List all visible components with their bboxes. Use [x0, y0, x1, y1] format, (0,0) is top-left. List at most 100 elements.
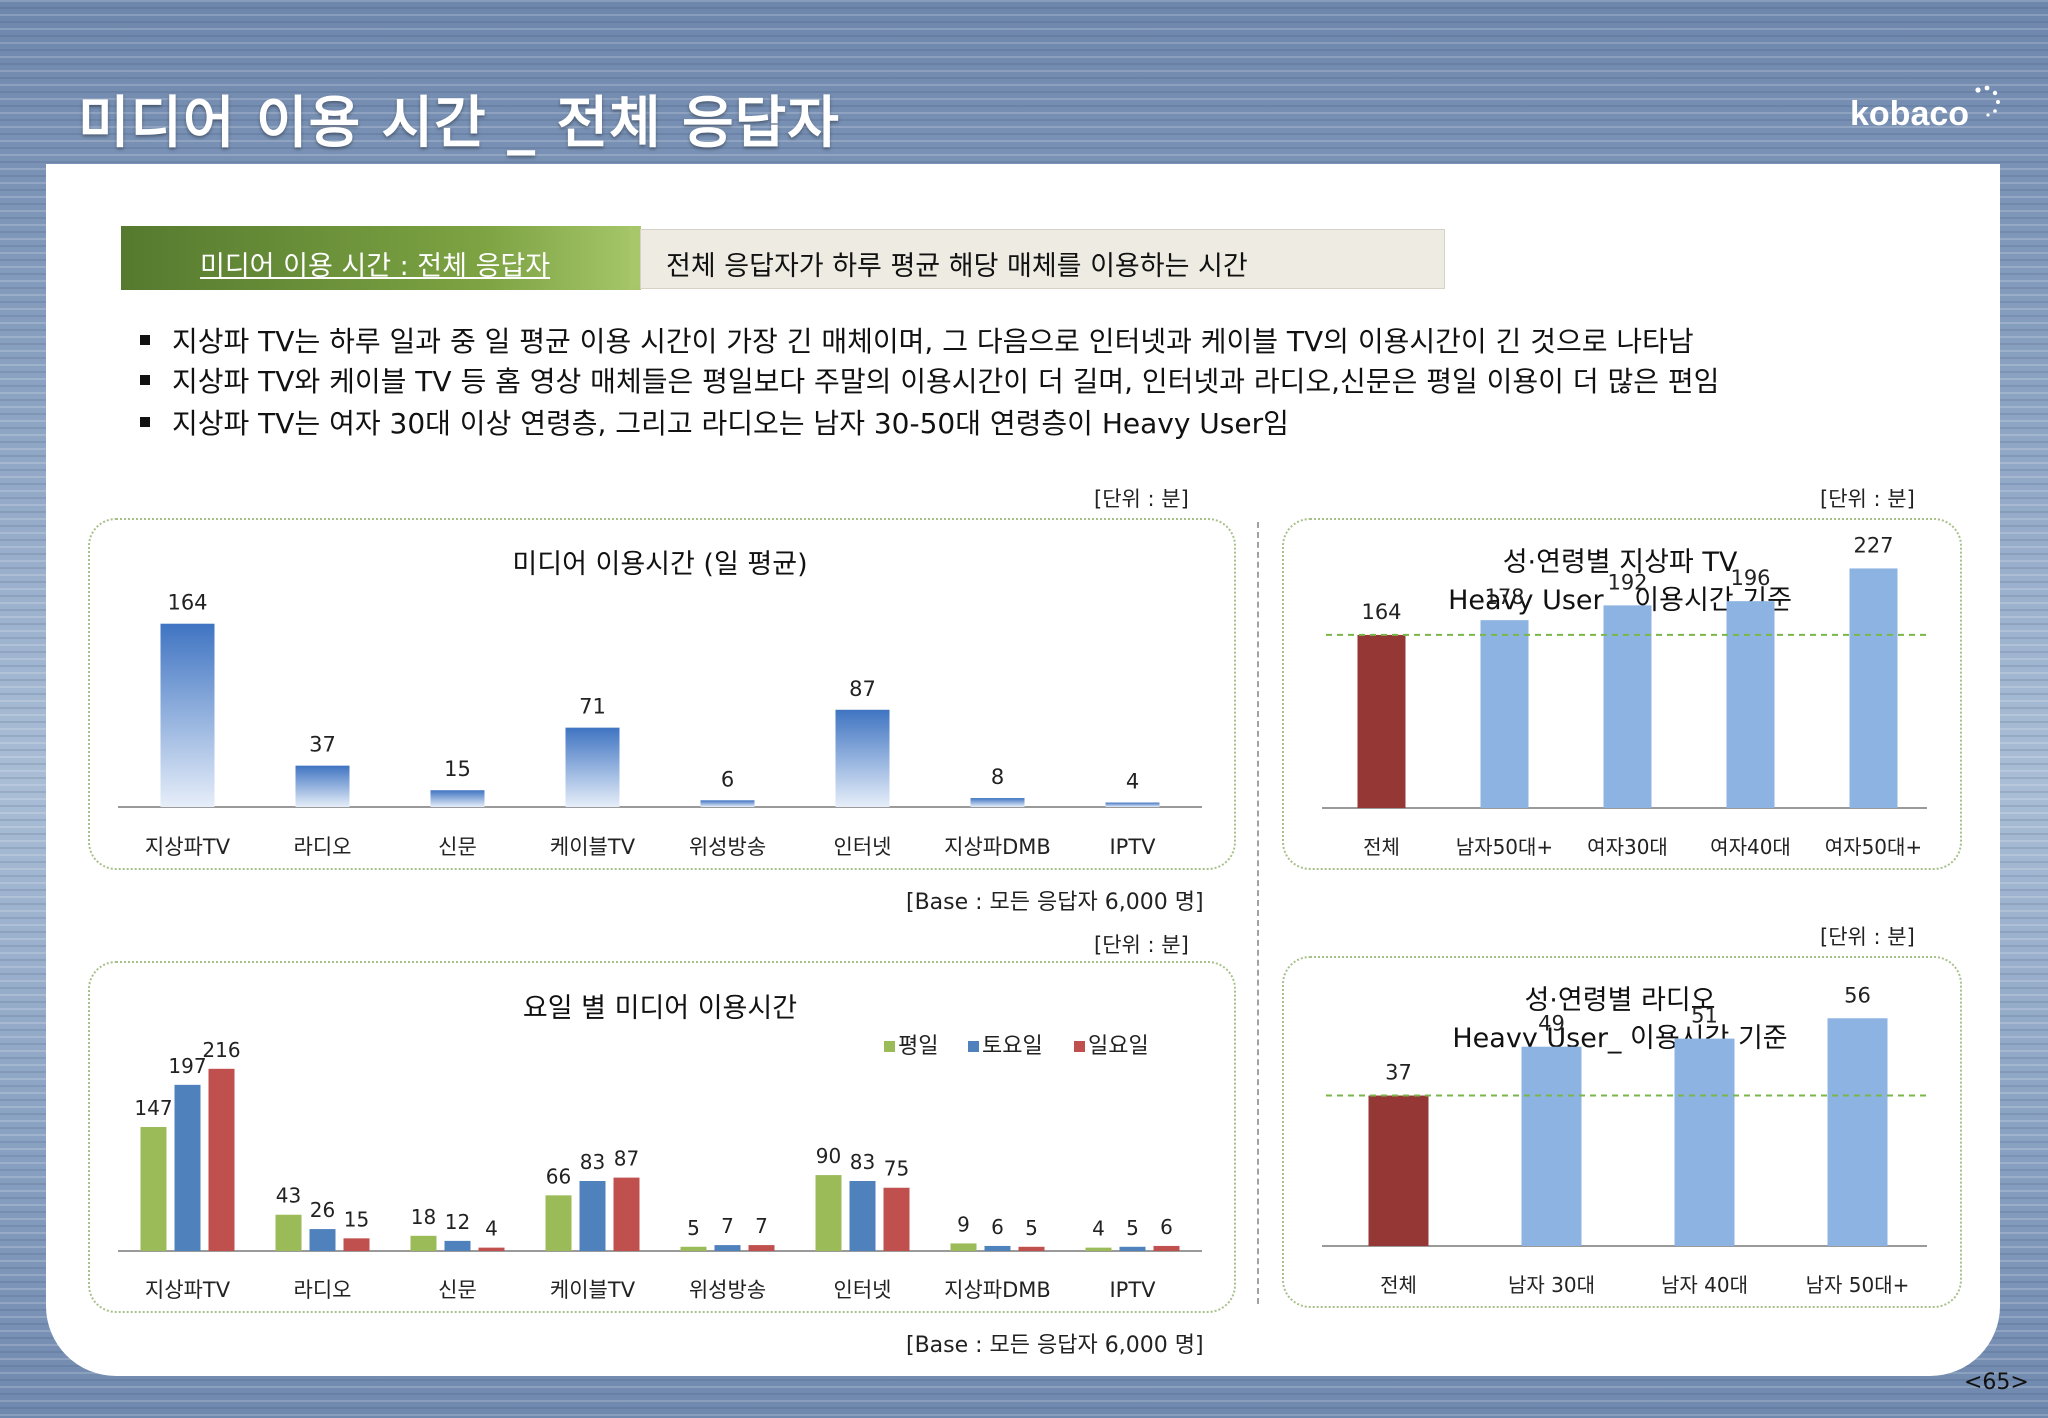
bar-평일 — [1085, 1247, 1112, 1251]
banner-right-label: 전체 응답자가 하루 평균 해당 매체를 이용하는 시간 — [666, 251, 1248, 282]
bullet-text: 지상파 TV는 하루 일과 중 일 평균 이용 시간이 가장 긴 매체이며, 그… — [172, 325, 1694, 358]
data-label: 87 — [849, 677, 876, 701]
logo-dots-icon — [1975, 85, 2000, 117]
data-label: 164 — [167, 591, 207, 615]
bullet-item: 지상파 TV는 하루 일과 중 일 평균 이용 시간이 가장 긴 매체이며, 그… — [140, 320, 1694, 360]
data-label: 8 — [991, 765, 1004, 789]
data-label: 197 — [168, 1054, 206, 1078]
x-tick-label: 여자40대 — [1710, 835, 1791, 859]
data-label: 6 — [991, 1215, 1004, 1239]
x-tick-label: 케이블TV — [550, 835, 636, 859]
banner-right — [640, 229, 1445, 289]
bar — [1674, 1038, 1735, 1246]
x-tick-label: 지상파DMB — [944, 835, 1051, 859]
data-label: 37 — [1385, 1061, 1412, 1085]
x-tick-label: 지상파TV — [145, 835, 231, 859]
bar — [565, 727, 620, 807]
data-label: 43 — [276, 1184, 301, 1208]
bar — [295, 765, 350, 807]
bar-일요일 — [343, 1238, 370, 1251]
data-label: 147 — [134, 1096, 172, 1120]
bar-평일 — [545, 1195, 572, 1251]
chart-title: 요일 별 미디어 이용시간 — [522, 993, 798, 1024]
data-label: 5 — [1126, 1216, 1139, 1240]
chart-panel-weekday — [88, 961, 1236, 1313]
base-label: [Base : 모든 응답자 6,000 명] — [906, 1333, 1204, 1358]
unit-label: [단위 : 분] — [1820, 925, 1915, 949]
data-label: 49 — [1538, 1012, 1565, 1036]
x-tick-label: 남자50대+ — [1456, 835, 1553, 859]
data-label: 83 — [850, 1150, 875, 1174]
data-label: 12 — [445, 1210, 470, 1234]
data-label: 196 — [1730, 566, 1770, 590]
daily-usage-chart: 164 지상파TV 37 라디오 15 신문 71 케이블TV 6 위성방송 87 인터넷 8 지상파DM… — [118, 591, 1202, 859]
x-tick-label: 전체 — [1363, 835, 1400, 859]
x-tick-label: 여자30대 — [1587, 835, 1668, 859]
data-label: 227 — [1853, 533, 1893, 557]
bullet-square-icon — [140, 417, 150, 427]
data-label: 5 — [687, 1216, 700, 1240]
bar-평일 — [275, 1214, 302, 1251]
bar — [1357, 634, 1406, 808]
bar — [1480, 620, 1529, 808]
x-tick-label: 지상파TV — [145, 1278, 231, 1302]
data-label: 71 — [579, 695, 606, 719]
bar-토요일 — [309, 1229, 336, 1251]
page-number: <65> — [1964, 1370, 2029, 1395]
bar — [430, 790, 485, 807]
banner-left-label: 미디어 이용 시간 : 전체 응답자 — [200, 251, 551, 282]
bar-일요일 — [1018, 1246, 1045, 1251]
data-label: 4 — [1092, 1217, 1105, 1241]
radio-heavy-user-chart: 37 전체 49 남자 30대 51 남자 40대 56 남자 50대+ — [1322, 983, 1927, 1297]
x-tick-label: 지상파DMB — [944, 1278, 1051, 1302]
data-label: 90 — [816, 1144, 841, 1168]
chart-title: 미디어 이용시간 (일 평균) — [512, 549, 808, 580]
x-tick-label: 남자 50대+ — [1806, 1273, 1910, 1297]
banner-left — [121, 226, 641, 290]
bar — [1849, 568, 1898, 808]
data-label: 83 — [580, 1150, 605, 1174]
x-tick-label: 여자50대+ — [1825, 835, 1922, 859]
bar-일요일 — [1153, 1245, 1180, 1251]
x-tick-label: 전체 — [1380, 1273, 1417, 1297]
bar-일요일 — [208, 1068, 235, 1251]
x-tick-label: 케이블TV — [550, 1278, 636, 1302]
x-tick-label: 라디오 — [294, 835, 352, 859]
legend-swatch — [884, 1041, 895, 1052]
bar — [1521, 1046, 1582, 1246]
unit-label: [단위 : 분] — [1094, 933, 1189, 957]
tv-heavy-user-chart: 164 전체 178 남자50대+ 192 여자30대 196 여자40대 227 여자50대+ — [1322, 533, 1927, 859]
data-label: 7 — [755, 1214, 768, 1238]
bar — [160, 623, 215, 807]
bar-토요일 — [714, 1245, 741, 1251]
bar-토요일 — [444, 1240, 471, 1251]
bar-평일 — [950, 1243, 977, 1251]
legend-label: 평일 — [898, 1034, 938, 1059]
data-label: 178 — [1484, 585, 1524, 609]
bar — [1105, 802, 1160, 807]
bullet-square-icon — [140, 335, 150, 345]
bullet-text: 지상파 TV는 여자 30대 이상 연령층, 그리고 라디오는 남자 30-50… — [172, 407, 1289, 440]
data-label: 37 — [309, 733, 336, 757]
data-label: 18 — [411, 1205, 436, 1229]
data-label: 6 — [1160, 1215, 1173, 1239]
x-tick-label: IPTV — [1109, 1278, 1156, 1302]
bar-일요일 — [613, 1177, 640, 1251]
data-label: 6 — [721, 767, 734, 791]
data-label: 87 — [614, 1147, 639, 1171]
kobaco-logo: kobaco — [1850, 95, 1970, 133]
bar — [1603, 605, 1652, 808]
bar-토요일 — [984, 1245, 1011, 1251]
bullet-item: 지상파 TV는 여자 30대 이상 연령층, 그리고 라디오는 남자 30-50… — [140, 402, 1289, 442]
x-tick-label: 신문 — [438, 1278, 477, 1302]
bar — [1827, 1018, 1888, 1246]
data-label: 164 — [1361, 600, 1401, 624]
bar-토요일 — [579, 1180, 606, 1251]
bar-평일 — [410, 1235, 437, 1251]
bullet-text: 지상파 TV와 케이블 TV 등 홈 영상 매체들은 평일보다 주말의 이용시간… — [172, 365, 1720, 398]
bar-토요일 — [1119, 1246, 1146, 1251]
unit-label: [단위 : 분] — [1820, 487, 1915, 511]
x-tick-label: 라디오 — [294, 1278, 352, 1302]
bar — [1726, 601, 1775, 808]
